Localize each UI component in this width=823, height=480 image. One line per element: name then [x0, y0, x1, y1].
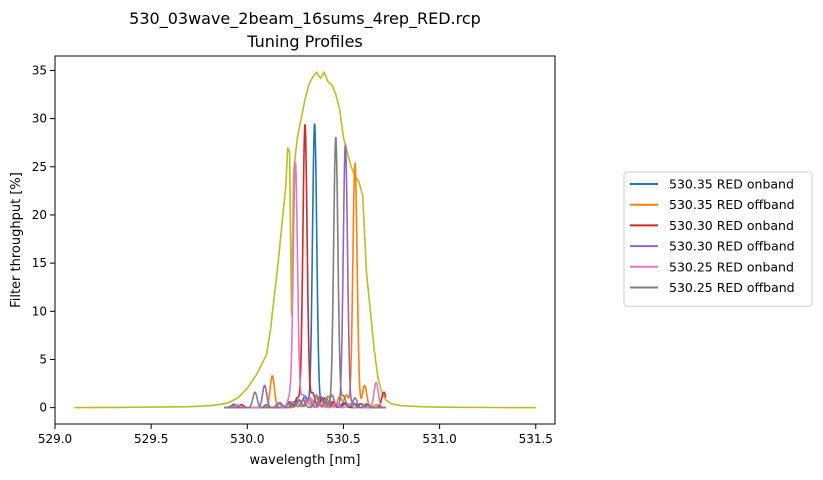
y-tick-label: 20: [32, 208, 47, 222]
y-tick-label: 5: [39, 352, 47, 366]
y-axis-label: Filter throughput [%]: [9, 172, 24, 308]
chart-subtitle: Tuning Profiles: [246, 32, 363, 51]
y-tick-label: 10: [32, 304, 47, 318]
y-tick-label: 0: [39, 401, 47, 415]
legend-label: 530.30 RED onband: [669, 218, 794, 233]
y-tick-label: 15: [32, 256, 47, 270]
legend-label: 530.30 RED offband: [669, 239, 795, 254]
legend-label: 530.25 RED offband: [669, 280, 795, 295]
y-tick-label: 35: [32, 63, 47, 77]
envelope-line: [74, 70, 536, 409]
x-tick-label: 530.0: [230, 432, 264, 446]
x-tick-label: 530.5: [326, 432, 360, 446]
x-axis-label: wavelength [nm]: [250, 453, 361, 468]
y-tick-label: 30: [32, 112, 47, 126]
y-tick-label: 25: [32, 160, 47, 174]
legend-box: [623, 171, 813, 307]
series-line-0: [224, 123, 386, 409]
plot-area: 529.0 529.5 530.0 530.5 531.0 531.5 0 5 10 15 20 25…: [32, 55, 556, 446]
legend-label: 530.35 RED offband: [669, 197, 795, 212]
series-line-3: [224, 144, 386, 409]
x-tick-label: 529.0: [38, 432, 72, 446]
x-tick-label: 531.5: [519, 432, 553, 446]
series-line-1: [224, 161, 386, 409]
legend: 530.35 RED onband 530.35 RED offband 530.3…: [623, 171, 813, 307]
legend-label: 530.25 RED onband: [669, 259, 794, 274]
chart-title: 530_03wave_2beam_16sums_4rep_RED.rcp: [129, 9, 481, 29]
legend-label: 530.35 RED onband: [669, 177, 794, 192]
x-tick-label: 531.0: [422, 432, 456, 446]
axes-frame: [54, 55, 556, 425]
x-tick-label: 529.5: [134, 432, 168, 446]
series-line-5: [224, 136, 386, 409]
series-line-2: [224, 124, 387, 409]
series-line-4: [224, 161, 386, 409]
